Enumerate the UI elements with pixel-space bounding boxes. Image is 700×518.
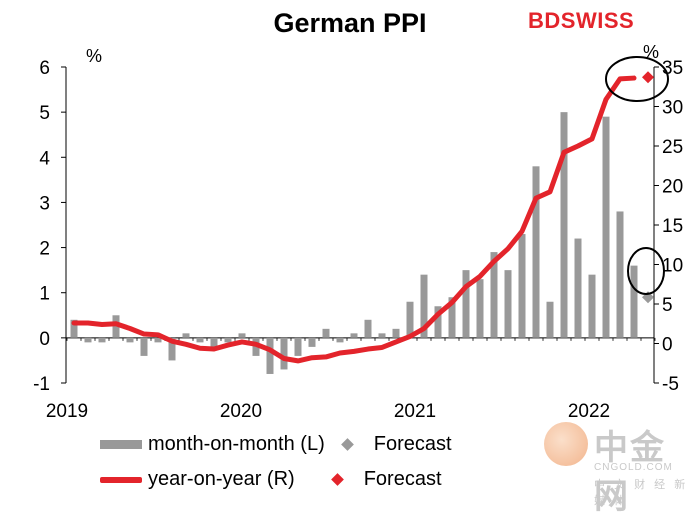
bar-mom xyxy=(448,297,456,338)
bar-mom xyxy=(504,270,512,338)
watermark-name: 中金网 xyxy=(594,429,666,516)
legend-row-mom: month-on-month (L) Forecast xyxy=(100,433,452,456)
bar-mom xyxy=(336,337,344,343)
right-tick-label: -5 xyxy=(662,374,679,395)
bar-mom xyxy=(280,337,288,370)
left-tick-label: 0 xyxy=(39,329,50,350)
bar-mom xyxy=(574,238,582,338)
left-tick-label: -1 xyxy=(33,374,50,395)
watermark-url: CNGOLD.COM xyxy=(594,462,673,473)
bar-mom xyxy=(630,265,638,338)
bar-mom xyxy=(616,211,624,338)
left-axis-unit: % xyxy=(86,46,103,66)
right-tick-label: 10 xyxy=(662,256,683,277)
bar-mom xyxy=(126,337,134,343)
legend-label-yoy: year-on-year (R) xyxy=(148,468,295,490)
bar-mom xyxy=(140,337,148,356)
legend-swatch-bar xyxy=(100,440,142,449)
legend-row-yoy: year-on-year (R) Forecast xyxy=(100,468,442,491)
x-tick-label: 2022 xyxy=(568,401,610,422)
bdswiss-logo: BDSWISS xyxy=(528,8,634,34)
cngold-watermark: 中金网 CNGOLD.COM 中 文 财 经 新 媒 体 xyxy=(540,418,700,516)
watermark-tagline: 中 文 财 经 新 媒 体 xyxy=(594,479,689,507)
bar-mom xyxy=(532,166,540,338)
bar-mom xyxy=(238,333,246,338)
bar-mom xyxy=(462,270,470,338)
bar-mom xyxy=(70,319,78,338)
bar-mom xyxy=(490,252,498,338)
bar-mom xyxy=(560,112,568,338)
bar-mom xyxy=(224,337,232,343)
bar-mom xyxy=(378,333,386,338)
legend-label-yoy-forecast: Forecast xyxy=(363,468,442,490)
watermark-emblem-icon xyxy=(544,422,588,466)
bar-mom xyxy=(322,328,330,338)
bar-mom xyxy=(602,116,610,338)
x-tick-label: 2020 xyxy=(220,401,262,422)
left-tick-label: 1 xyxy=(39,284,50,305)
bar-mom xyxy=(168,337,176,361)
legend-swatch-mom-forecast xyxy=(340,438,354,451)
line-yoy xyxy=(71,75,637,364)
x-tick-label: 2021 xyxy=(394,401,436,422)
bar-mom xyxy=(364,319,372,338)
right-tick-label: 0 xyxy=(662,335,673,356)
left-tick-label: 3 xyxy=(39,193,50,214)
brand-part2: SWISS xyxy=(560,8,635,33)
chart-title: German PPI xyxy=(273,8,427,38)
x-tick-label: 2019 xyxy=(46,401,88,422)
left-tick-label: 6 xyxy=(39,58,50,79)
bar-mom xyxy=(182,333,190,338)
bar-mom xyxy=(518,234,526,338)
legend-label-mom-forecast: Forecast xyxy=(373,433,452,455)
right-tick-label: 5 xyxy=(662,295,673,316)
legend-swatch-yoy-forecast xyxy=(330,473,344,486)
bar-mom xyxy=(210,337,218,347)
left-tick-label: 2 xyxy=(39,239,50,260)
bar-mom xyxy=(154,337,162,343)
right-tick-label: 20 xyxy=(662,177,683,198)
annotation-circle-mom xyxy=(627,247,665,295)
bar-mom xyxy=(98,337,106,343)
bar-mom xyxy=(350,333,358,338)
brand-part1: BD xyxy=(528,8,561,33)
bar-mom xyxy=(476,279,484,338)
forecast-yoy-marker xyxy=(642,71,654,84)
bar-mom xyxy=(420,274,428,338)
legend-swatch-line xyxy=(100,476,142,483)
bar-mom xyxy=(546,301,554,338)
bar-mom xyxy=(196,337,204,343)
right-axis-unit: % xyxy=(643,42,660,62)
right-tick-label: 15 xyxy=(662,216,683,237)
bar-mom xyxy=(588,274,596,338)
bar-mom xyxy=(434,306,442,338)
bar-mom xyxy=(308,337,316,347)
bar-mom xyxy=(112,315,120,338)
left-tick-label: 4 xyxy=(39,148,50,169)
right-tick-label: 30 xyxy=(662,98,683,119)
bar-mom xyxy=(266,337,274,374)
bar-mom xyxy=(406,301,414,338)
bar-mom xyxy=(392,328,400,338)
bar-mom xyxy=(294,337,302,356)
bar-mom xyxy=(84,337,92,343)
legend-label-mom: month-on-month (L) xyxy=(148,433,325,455)
left-tick-label: 5 xyxy=(39,103,50,124)
right-tick-label: 25 xyxy=(662,137,683,158)
annotation-circle-yoy xyxy=(605,56,669,102)
